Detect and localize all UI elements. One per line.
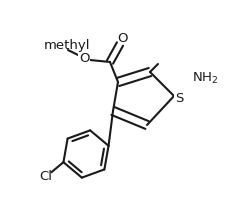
Text: Cl: Cl <box>39 170 52 183</box>
Text: O: O <box>117 32 127 45</box>
Text: O: O <box>79 51 89 64</box>
Text: NH$_2$: NH$_2$ <box>192 70 218 85</box>
Text: methyl: methyl <box>44 40 90 52</box>
Text: S: S <box>175 92 183 105</box>
